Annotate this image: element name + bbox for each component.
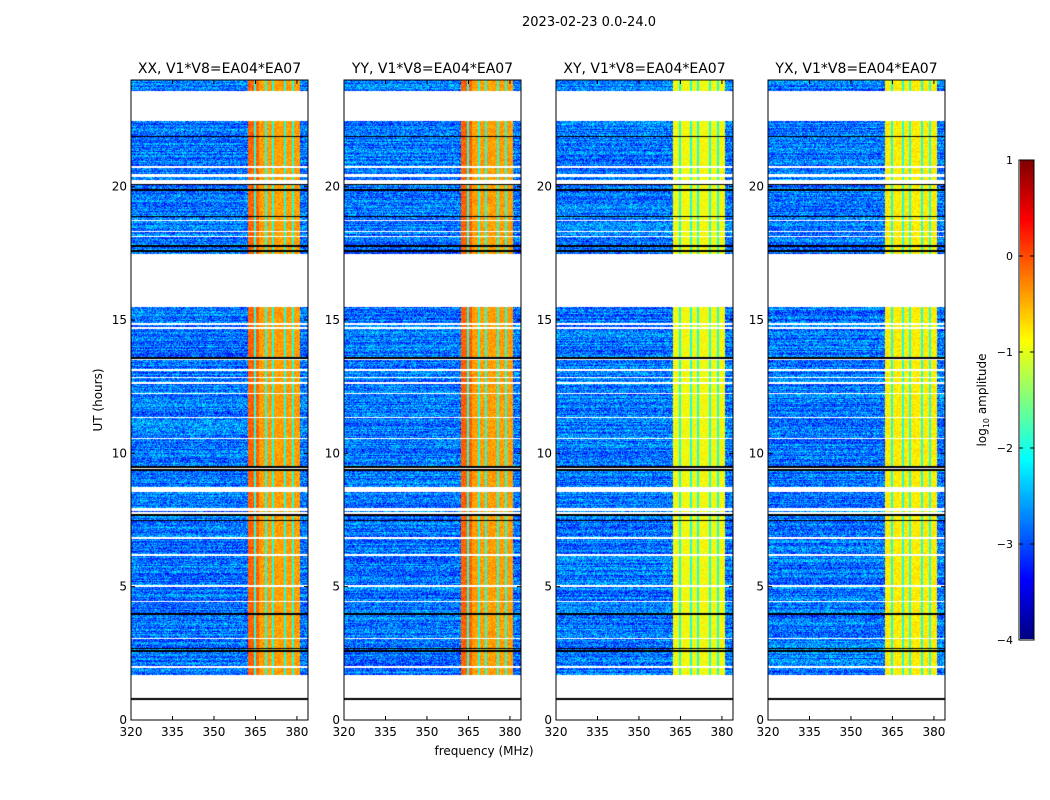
spectrogram-2 [556, 80, 733, 720]
x-tick-label: 350 [416, 725, 439, 739]
x-tick-label: 365 [457, 725, 480, 739]
x-tick-label: 320 [333, 725, 356, 739]
x-tick-label: 365 [881, 725, 904, 739]
y-tick-label: 0 [544, 713, 552, 727]
x-tick-label: 365 [244, 725, 267, 739]
x-tick-label: 350 [203, 725, 226, 739]
panel-1: YY, V1*V8=EA04*EA07 320 335 350 365 380 0 5 10 15… [325, 61, 522, 739]
panel-title: YY, V1*V8=EA04*EA07 [351, 61, 513, 77]
colorbar-gradient [1020, 160, 1034, 639]
y-tick-label: 5 [756, 580, 764, 594]
colorbar-tick-label: −3 [997, 538, 1013, 551]
y-tick-label: 0 [332, 713, 340, 727]
colorbar-tick-label: −2 [997, 442, 1013, 455]
spectrogram-0 [131, 80, 308, 720]
y-tick-label: 15 [325, 313, 340, 327]
panel-frame [130, 79, 309, 721]
y-tick-label: 10 [537, 446, 552, 460]
panel-2: XY, V1*V8=EA04*EA07 320 335 350 365 380 0 5 10 15… [537, 61, 734, 739]
x-tick-label: 380 [498, 725, 521, 739]
x-axis-label: frequency (MHz) [434, 744, 533, 758]
panel-frame [555, 79, 734, 721]
x-tick-label: 350 [840, 725, 863, 739]
x-tick-label: 320 [545, 725, 568, 739]
figure-title: 2023-02-23 0.0-24.0 [522, 15, 656, 30]
panel-3: YX, V1*V8=EA04*EA07 320 335 350 365 380 0 5 10 15… [749, 61, 946, 739]
y-tick-label: 20 [749, 180, 764, 194]
colorbar-tick-label: 0 [1006, 250, 1013, 263]
x-tick-label: 350 [628, 725, 651, 739]
y-tick-label: 20 [112, 180, 127, 194]
x-tick-label: 380 [710, 725, 733, 739]
y-tick-label: 15 [112, 313, 127, 327]
y-tick-label: 10 [749, 446, 764, 460]
panel-title: XX, V1*V8=EA04*EA07 [138, 61, 301, 77]
spectrogram-3 [768, 80, 945, 720]
x-tick-label: 320 [757, 725, 780, 739]
x-tick-label: 380 [285, 725, 308, 739]
x-tick-label: 335 [161, 725, 184, 739]
y-tick-label: 20 [537, 180, 552, 194]
y-tick-label: 10 [325, 446, 340, 460]
colorbar-tick-label: −4 [997, 634, 1013, 647]
y-tick-label: 15 [537, 313, 552, 327]
spectrogram-1 [344, 80, 521, 720]
panel-title: XY, V1*V8=EA04*EA07 [563, 61, 725, 77]
x-tick-label: 380 [922, 725, 945, 739]
x-tick-label: 335 [586, 725, 609, 739]
colorbar-tick-label: −1 [997, 346, 1013, 359]
x-tick-label: 335 [374, 725, 397, 739]
y-tick-label: 5 [332, 580, 340, 594]
colorbar-tick-label: 1 [1006, 154, 1013, 167]
y-tick-label: 0 [119, 713, 127, 727]
colorbar-label: log10 amplitude [975, 354, 991, 447]
x-tick-label: 320 [120, 725, 143, 739]
panel-0: XX, V1*V8=EA04*EA07 320 335 350 365 380 0 5 10 15… [112, 61, 309, 739]
y-tick-label: 5 [119, 580, 127, 594]
colorbar-frame [1018, 159, 1035, 641]
colorbar: 1 0 −1 −2 −3 −4 log10 amplitude [975, 154, 1035, 647]
y-tick-label: 10 [112, 446, 127, 460]
y-tick-label: 15 [749, 313, 764, 327]
x-tick-label: 365 [669, 725, 692, 739]
y-tick-label: 5 [544, 580, 552, 594]
y-tick-label: 20 [325, 180, 340, 194]
y-axis-label: UT (hours) [91, 368, 105, 431]
y-tick-label: 0 [756, 713, 764, 727]
x-tick-label: 335 [798, 725, 821, 739]
panel-frame [343, 79, 522, 721]
panel-frame [767, 79, 946, 721]
panel-title: YX, V1*V8=EA04*EA07 [774, 61, 937, 77]
